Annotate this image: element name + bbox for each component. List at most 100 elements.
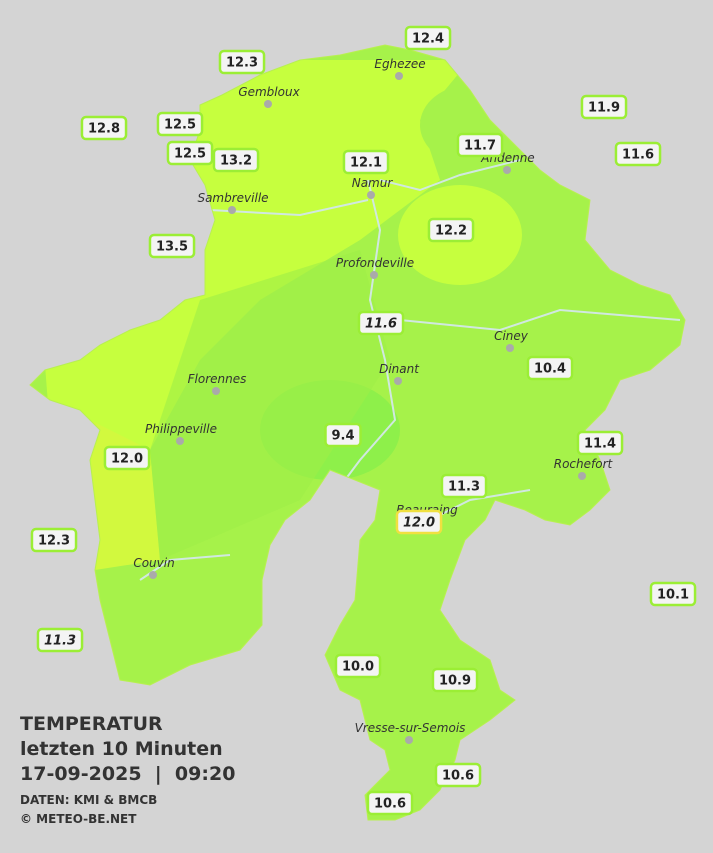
station-badge: [342, 149, 390, 175]
station-value: 11.7: [464, 139, 496, 154]
station-badge: [395, 509, 443, 535]
station-value: 13.5: [156, 240, 188, 255]
station: 12.4: [404, 25, 452, 51]
station-badge: [440, 473, 488, 499]
station: 12.3: [218, 49, 266, 75]
station-badge: [614, 141, 662, 167]
station-badge: [80, 115, 128, 141]
station: 13.5: [148, 233, 196, 259]
station: 12.2: [427, 217, 475, 243]
station: 11.4: [576, 430, 624, 456]
station-badge: [36, 627, 84, 653]
city-name: Vresse-sur-Semois: [355, 721, 466, 735]
station: 11.7: [456, 132, 504, 158]
station-badge: [166, 140, 214, 166]
station-value: 10.6: [374, 797, 406, 812]
station-badge: [324, 422, 362, 448]
station-value: 12.0: [403, 516, 435, 531]
city-name: Profondeville: [336, 256, 414, 270]
station-value: 10.1: [657, 588, 689, 603]
title: TEMPERATUR: [20, 713, 163, 735]
city-dot: [212, 387, 220, 395]
city-name: Gembloux: [238, 85, 300, 99]
city-dot: [367, 191, 375, 199]
city-dot: [395, 72, 403, 80]
station-badge: [427, 217, 475, 243]
station: 12.0: [103, 445, 151, 471]
station-badge: [103, 445, 151, 471]
city-name: Sambreville: [197, 191, 268, 205]
station: 10.4: [526, 355, 574, 381]
river: [139, 159, 681, 581]
subtitle: letzten 10 Minuten: [20, 738, 223, 760]
station: 11.3: [36, 627, 84, 653]
city-dot: [506, 344, 514, 352]
station-value: 12.2: [435, 224, 467, 239]
station-badge: [649, 581, 697, 607]
city-name: Dinant: [379, 362, 420, 376]
station-value: 12.5: [164, 118, 196, 133]
station-value: 10.6: [442, 769, 474, 784]
city-name: Florennes: [188, 372, 247, 386]
city-dot: [228, 206, 236, 214]
temp-zone: [150, 250, 390, 560]
station: 12.5: [166, 140, 214, 166]
city-name: Ciney: [494, 329, 529, 343]
city-dot: [176, 437, 184, 445]
station: 12.3: [30, 527, 78, 553]
station: 11.3: [440, 473, 488, 499]
city-dot: [370, 271, 378, 279]
station-badge: [156, 111, 204, 137]
city-name: Rochefort: [554, 457, 614, 471]
city-name: Philippeville: [145, 422, 217, 436]
station: 12.5: [156, 111, 204, 137]
station: 10.6: [366, 790, 414, 816]
station-badge: [212, 147, 260, 173]
station-value: 12.3: [38, 534, 70, 549]
stations: 12.4 12.3 11.9 12.8 12.5 12.5 13.2 12.1 11.7 11.6…: [30, 25, 697, 816]
station-value: 10.9: [439, 674, 471, 689]
city-dot: [405, 736, 413, 744]
station: 10.0: [334, 653, 382, 679]
station-badge: [576, 430, 624, 456]
station: 13.2: [212, 147, 260, 173]
station-badge: [404, 25, 452, 51]
station: 11.6: [614, 141, 662, 167]
city-name: Namur: [352, 176, 394, 190]
station-value: 11.3: [448, 480, 480, 495]
station-badge: [526, 355, 574, 381]
timestamp: 17-09-2025 | 09:20: [20, 763, 235, 785]
station-badge: [366, 790, 414, 816]
station-badge: [434, 762, 482, 788]
station-badge: [30, 527, 78, 553]
credit: © METEO-BE.NET: [20, 812, 137, 826]
station-badge: [334, 653, 382, 679]
station-value: 12.0: [111, 452, 143, 467]
station-value: 12.1: [350, 156, 382, 171]
station: 9.4: [324, 422, 362, 448]
credit: DATEN: KMI & BMCB: [20, 793, 157, 807]
station-value: 12.4: [412, 32, 444, 47]
station-badge: [431, 667, 479, 693]
station: 12.8: [80, 115, 128, 141]
station: 10.1: [649, 581, 697, 607]
cities: EghezeeGemblouxAndenneNamurSambrevillePr…: [133, 57, 614, 744]
station-value: 13.2: [220, 154, 252, 169]
city-dot: [503, 166, 511, 174]
station-value: 11.6: [622, 148, 654, 163]
station-value: 11.6: [365, 317, 397, 332]
station: 10.9: [431, 667, 479, 693]
station-value: 9.4: [331, 429, 354, 444]
city-dot: [394, 377, 402, 385]
station-value: 12.3: [226, 56, 258, 71]
city-dot: [149, 571, 157, 579]
station-value: 10.4: [534, 362, 566, 377]
station: 10.6: [434, 762, 482, 788]
station: 11.6: [357, 310, 405, 336]
station-value: 12.8: [88, 122, 120, 137]
city-dot: [264, 100, 272, 108]
city-dot: [578, 472, 586, 480]
city-name: Eghezee: [374, 57, 425, 71]
